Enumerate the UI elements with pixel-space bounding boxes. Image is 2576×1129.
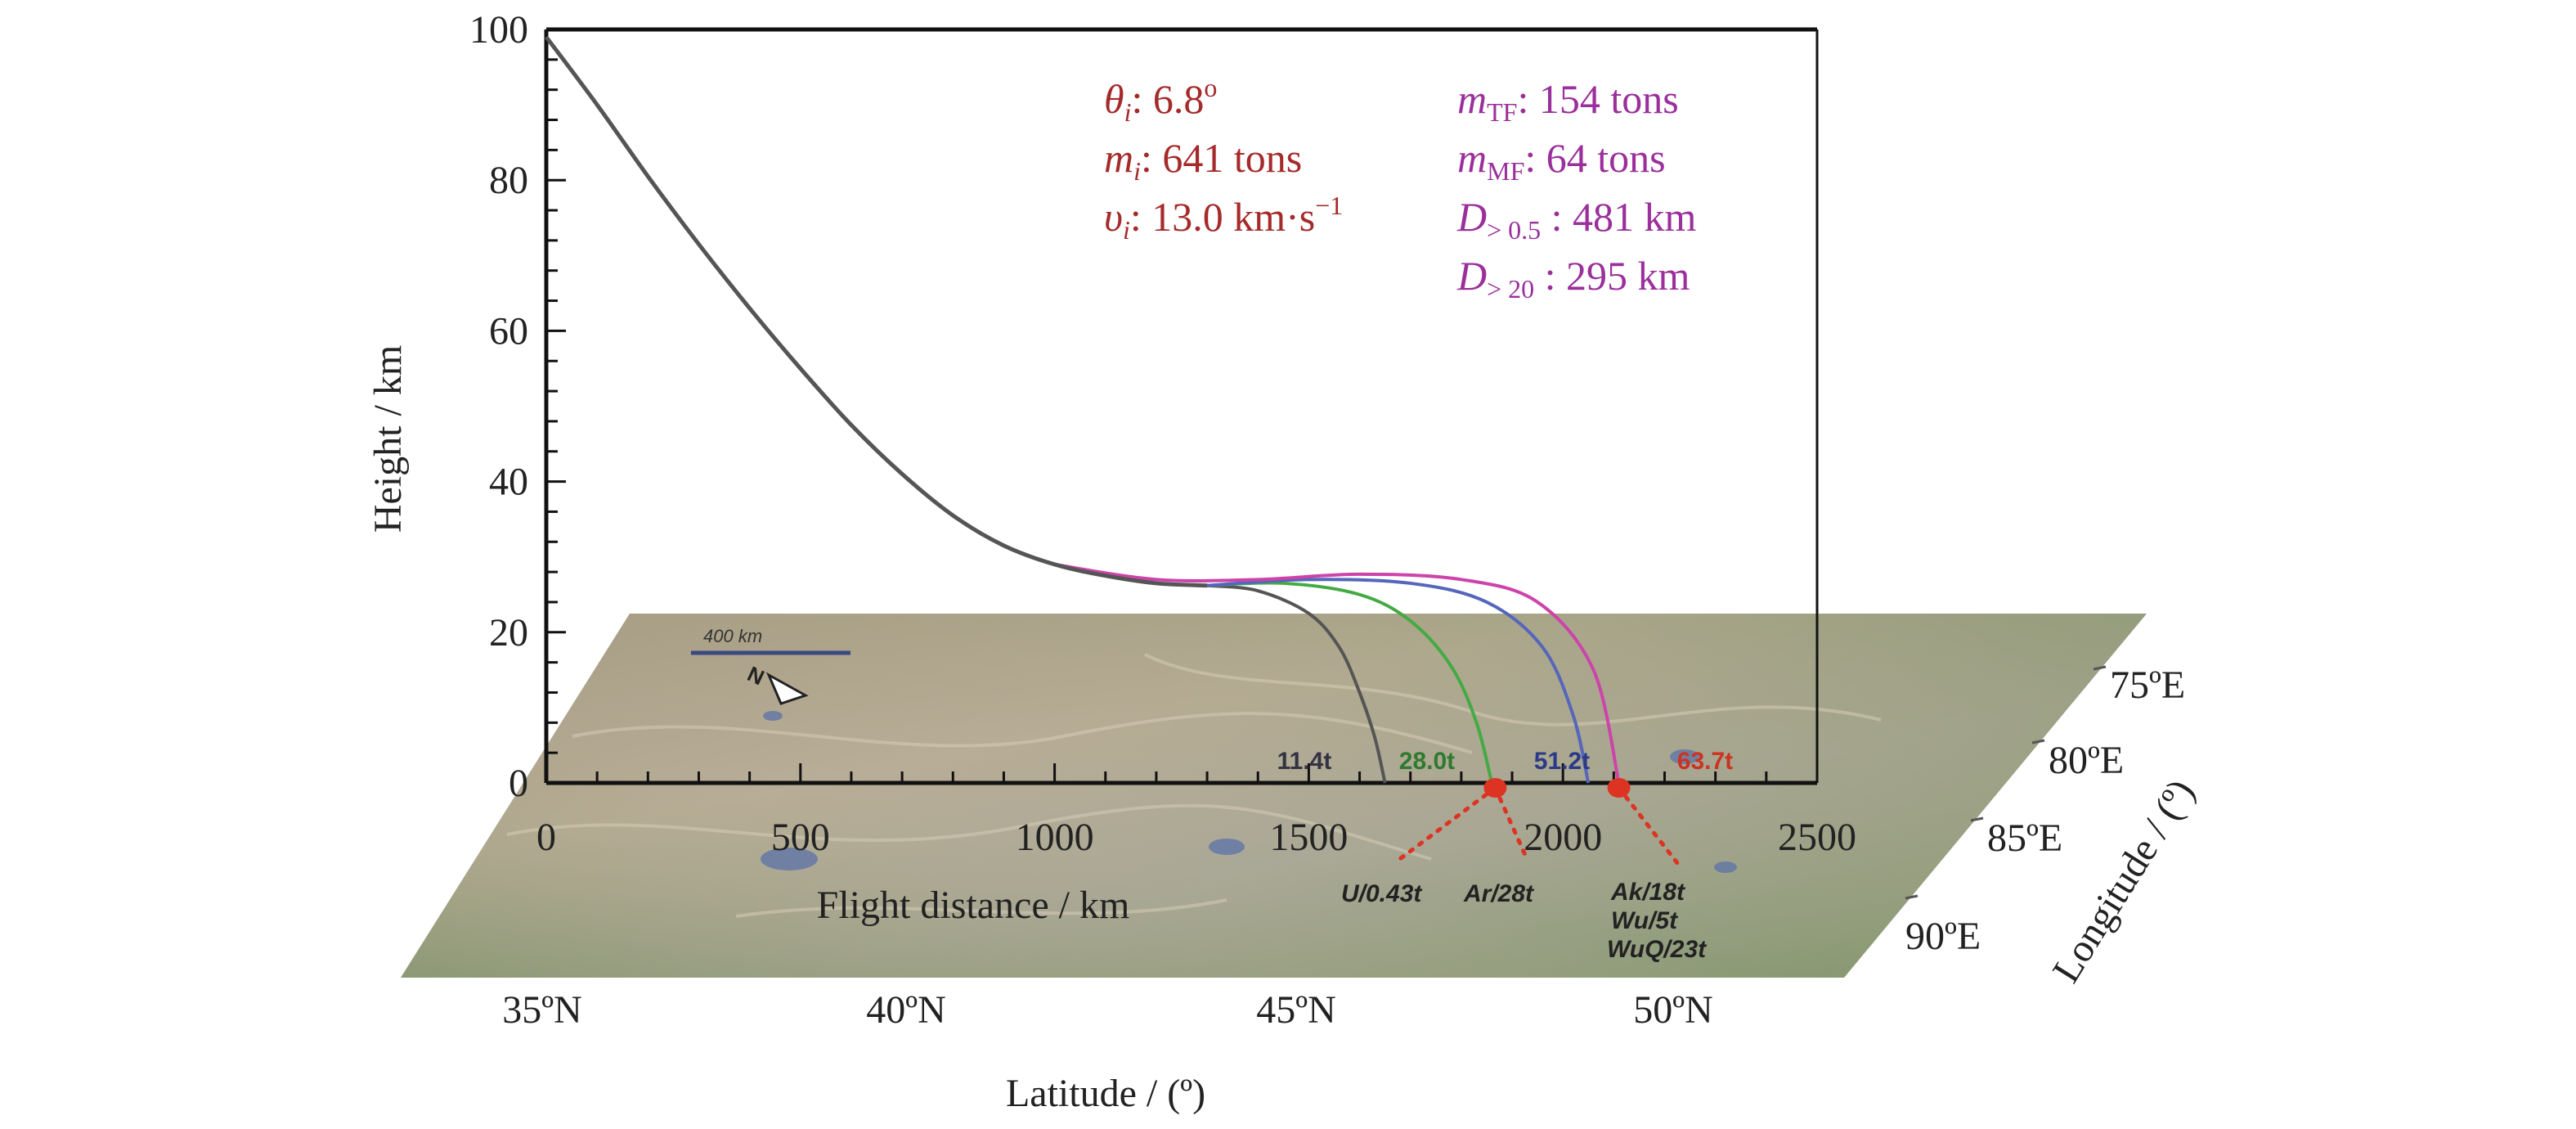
longitude-tick: 75ºE (2110, 663, 2185, 707)
fragment-mass-label: 28.0t (1399, 748, 1455, 775)
terrain-texture (506, 653, 1882, 918)
y-tick-label: 60 (489, 309, 528, 353)
map-scale-label: 400 km (703, 626, 762, 646)
ground-fragment-label: Ar/28t (1463, 880, 1535, 907)
fragment-trajectory-line (1206, 583, 1387, 784)
map-surface-overlay (401, 614, 2147, 978)
longitude-tick-marks (1905, 665, 2107, 900)
fragment-mass-label: 51.2t (1534, 748, 1590, 775)
ground-fragment-label: Ak/18t (1610, 879, 1686, 906)
fragment-trajectory-line (1206, 578, 1591, 784)
initial-parameter: υi: 13.0 km·s−1 (1104, 191, 1343, 245)
fragment-mass-label: 11.4t (1277, 748, 1332, 775)
latitude-tick: 35ºN (502, 988, 582, 1032)
latitude-tick: 45ºN (1256, 988, 1336, 1032)
y-tick-label: 20 (489, 611, 528, 654)
latitude-axis: 35ºN 40ºN 45ºN 50ºN Latitude / (º) (502, 988, 1713, 1115)
ground-fragment-label: Wu/5t (1611, 907, 1679, 934)
lakes (761, 711, 1737, 873)
y-tick-label: 100 (469, 8, 528, 52)
main-trajectory-line (544, 35, 1208, 588)
y-tick-label: 80 (489, 159, 528, 202)
x-tick-label: 2000 (1524, 816, 1602, 859)
y-tick-label: 0 (509, 762, 528, 805)
longitude-tick: 85ºE (1987, 816, 2062, 860)
longitude-tick: 90ºE (1905, 915, 1981, 958)
x-tick-label: 1000 (1016, 816, 1094, 859)
impact-drop-line (1492, 785, 1528, 857)
x-tick-label: 0 (536, 816, 556, 859)
fragment-parameter: D> 20 : 295 km (1456, 253, 1690, 304)
x-tick-label: 500 (771, 816, 830, 859)
ground-fragment-label: WuQ/23t (1607, 936, 1708, 963)
initial-parameter: θi: 6.8o (1104, 73, 1217, 127)
fragment-parameter: mTF: 154 tons (1457, 76, 1679, 127)
longitude-title: Longitude / (º) (2044, 771, 2203, 990)
x-tick-label: 2500 (1778, 816, 1856, 859)
impact-drop-line (1617, 785, 1683, 870)
fragment-mass-label: 63.7t (1677, 748, 1733, 775)
fragment-parameter: mMF: 64 tons (1457, 135, 1666, 186)
y-tick-label: 40 (489, 461, 528, 504)
latitude-tick: 40ºN (866, 988, 946, 1032)
x-axis-title: Flight distance / km (817, 884, 1130, 927)
fragment-parameter: D> 0.5 : 481 km (1456, 194, 1697, 245)
y-axis-title: Height / km (366, 345, 410, 533)
initial-parameter: mi: 641 tons (1104, 135, 1302, 186)
ground-fragment-label: U/0.43t (1341, 880, 1423, 907)
x-tick-label: 1500 (1269, 816, 1348, 859)
latitude-title: Latitude / (º) (1006, 1072, 1205, 1115)
longitude-tick: 80ºE (2049, 739, 2124, 782)
fragment-trajectory-line (1207, 581, 1494, 784)
map-plane: 400 km N (401, 614, 2147, 978)
fragment-trajectory-line (1054, 562, 1621, 784)
impact-drop-line (1392, 785, 1497, 866)
latitude-tick: 50ºN (1633, 988, 1713, 1032)
